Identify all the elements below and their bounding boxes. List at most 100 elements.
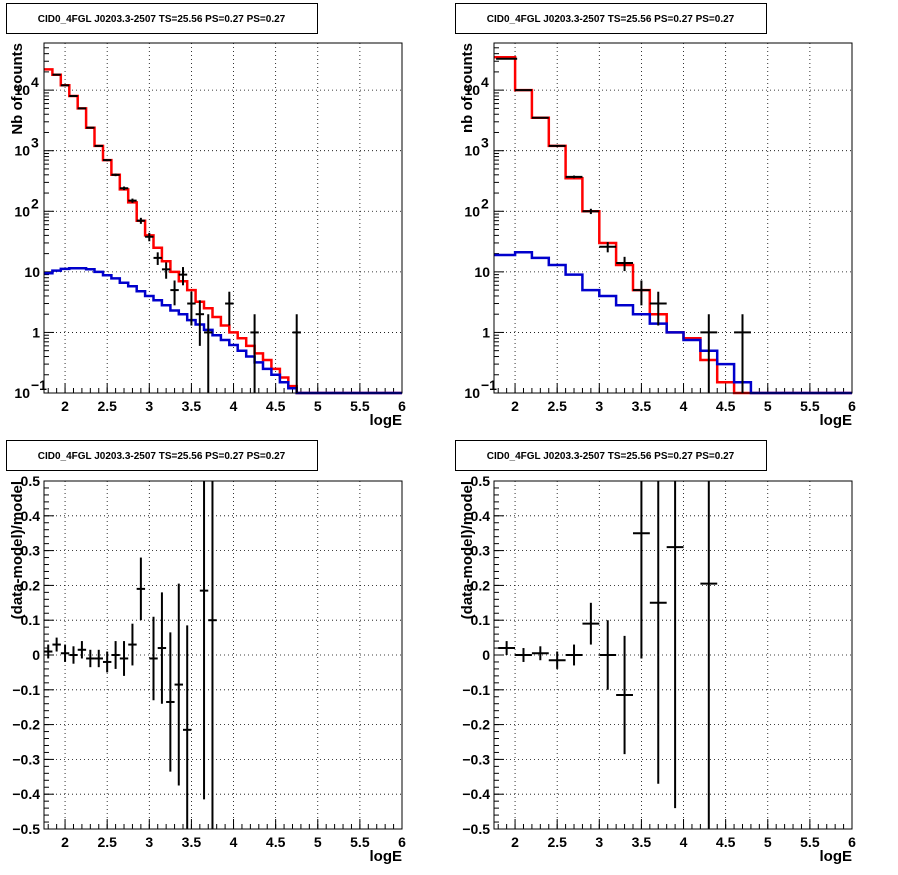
x-tick-label: 5 <box>314 398 322 414</box>
chart-title: CID0_4FGL J0203.3-2507 TS=25.56 PS=0.27 … <box>38 14 286 25</box>
data-point <box>119 641 129 676</box>
x-tick-label: 2 <box>61 834 69 850</box>
y-tick-exponent: 3 <box>481 135 489 151</box>
x-axis-label: logE <box>370 412 403 429</box>
data-point <box>700 314 718 393</box>
x-tick-label: 3 <box>595 834 603 850</box>
data-point <box>582 602 600 645</box>
y-tick-label: 10 <box>24 264 40 280</box>
panel-2: CID0_4FGL J0203.3-2507 TS=25.56 PS=0.27 … <box>455 3 856 429</box>
data-point <box>195 300 205 346</box>
y-axis-label: (data-model)/model <box>9 481 26 619</box>
y-tick-label: 0.3 <box>471 543 491 559</box>
y-tick-label: 10 <box>14 143 30 159</box>
title-box <box>6 440 318 471</box>
x-tick-label: 4.5 <box>716 834 736 850</box>
title-box <box>455 440 767 471</box>
data-point <box>94 649 103 668</box>
x-tick-label: 5.5 <box>350 834 370 850</box>
x-tick-label: 5.5 <box>800 398 820 414</box>
data-point <box>182 625 192 829</box>
y-tick-label: 10 <box>464 203 480 219</box>
x-tick-label: 3 <box>145 834 153 850</box>
data-point <box>178 267 188 286</box>
y-tick-label: 0.4 <box>471 508 491 524</box>
data-point <box>548 651 566 669</box>
y-tick-label: 0.1 <box>21 612 41 628</box>
y-tick-label: −0.5 <box>12 821 40 837</box>
chart-title: CID0_4FGL J0203.3-2507 TS=25.56 PS=0.27 … <box>38 451 286 462</box>
data-point <box>204 314 213 393</box>
y-tick-label: 0.2 <box>471 577 491 593</box>
data-point <box>599 242 617 253</box>
data-point <box>60 644 70 662</box>
x-axis-label: logE <box>820 412 853 429</box>
x-tick-label: 2.5 <box>547 834 567 850</box>
x-tick-label: 4 <box>680 398 688 414</box>
y-tick-exponent: 2 <box>31 195 39 211</box>
y-tick-label: 0 <box>32 647 40 663</box>
data-point <box>565 175 583 179</box>
data-point <box>515 89 532 92</box>
data-point <box>102 651 112 673</box>
y-tick-exponent: 4 <box>31 74 39 90</box>
x-tick-label: 2 <box>61 398 69 414</box>
data-point <box>582 208 600 215</box>
y-tick-label: −0.3 <box>12 751 40 767</box>
y-tick-label: 1 <box>32 324 40 340</box>
data-point <box>616 256 633 272</box>
data-point <box>166 632 175 772</box>
y-tick-label: −0.1 <box>462 682 490 698</box>
y-tick-exponent: −1 <box>481 377 497 393</box>
data-point <box>111 173 120 177</box>
x-tick-label: 2.5 <box>547 398 567 414</box>
plot-frame <box>43 480 403 830</box>
panel-3: CID0_4FGL J0203.3-2507 TS=25.56 PS=0.27 … <box>6 440 406 865</box>
y-tick-label: −0.4 <box>462 786 490 802</box>
data-point <box>700 481 718 829</box>
y-tick-label: 0.2 <box>21 577 41 593</box>
data-point <box>666 481 684 809</box>
data-point <box>531 646 549 661</box>
x-tick-label: 5 <box>764 834 772 850</box>
y-tick-label: 10 <box>464 82 480 98</box>
series-line-2 <box>44 266 402 395</box>
data-point <box>111 641 120 669</box>
y-tick-label: 0.5 <box>21 473 41 489</box>
data-point <box>208 481 217 829</box>
y-axis-label: (data-model)/model <box>459 481 476 619</box>
data-point <box>69 95 78 98</box>
x-tick-label: 4 <box>680 834 688 850</box>
y-tick-label: 0.3 <box>21 543 41 559</box>
x-tick-label: 4 <box>230 834 238 850</box>
data-point <box>187 291 196 326</box>
y-tick-label: 10 <box>464 385 480 401</box>
title-box <box>455 3 767 34</box>
plot-frame <box>493 480 853 830</box>
plot-frame <box>43 42 403 394</box>
panel-4: CID0_4FGL J0203.3-2507 TS=25.56 PS=0.27 … <box>455 440 856 865</box>
x-axis-label: logE <box>820 848 853 865</box>
y-tick-exponent: 2 <box>481 195 489 211</box>
chart-title: CID0_4FGL J0203.3-2507 TS=25.56 PS=0.27 … <box>487 14 735 25</box>
data-point <box>632 481 650 659</box>
x-tick-label: 3.5 <box>182 398 202 414</box>
y-tick-label: −0.5 <box>462 821 490 837</box>
series-line-1 <box>44 68 402 395</box>
x-tick-label: 6 <box>848 834 856 850</box>
data-point <box>94 144 103 147</box>
chart-title: CID0_4FGL J0203.3-2507 TS=25.56 PS=0.27 … <box>487 451 735 462</box>
x-tick-label: 3.5 <box>182 834 202 850</box>
x-tick-label: 2 <box>511 398 519 414</box>
x-tick-label: 3.5 <box>632 398 652 414</box>
data-point <box>292 314 301 393</box>
y-tick-label: 0.5 <box>471 473 491 489</box>
y-tick-label: 0 <box>482 647 490 663</box>
data-point <box>128 623 137 666</box>
data-point <box>69 646 78 664</box>
data-point <box>136 557 146 621</box>
y-tick-label: 10 <box>474 264 490 280</box>
data-point <box>632 280 650 306</box>
title-box <box>6 3 318 34</box>
x-axis-label: logE <box>370 848 403 865</box>
